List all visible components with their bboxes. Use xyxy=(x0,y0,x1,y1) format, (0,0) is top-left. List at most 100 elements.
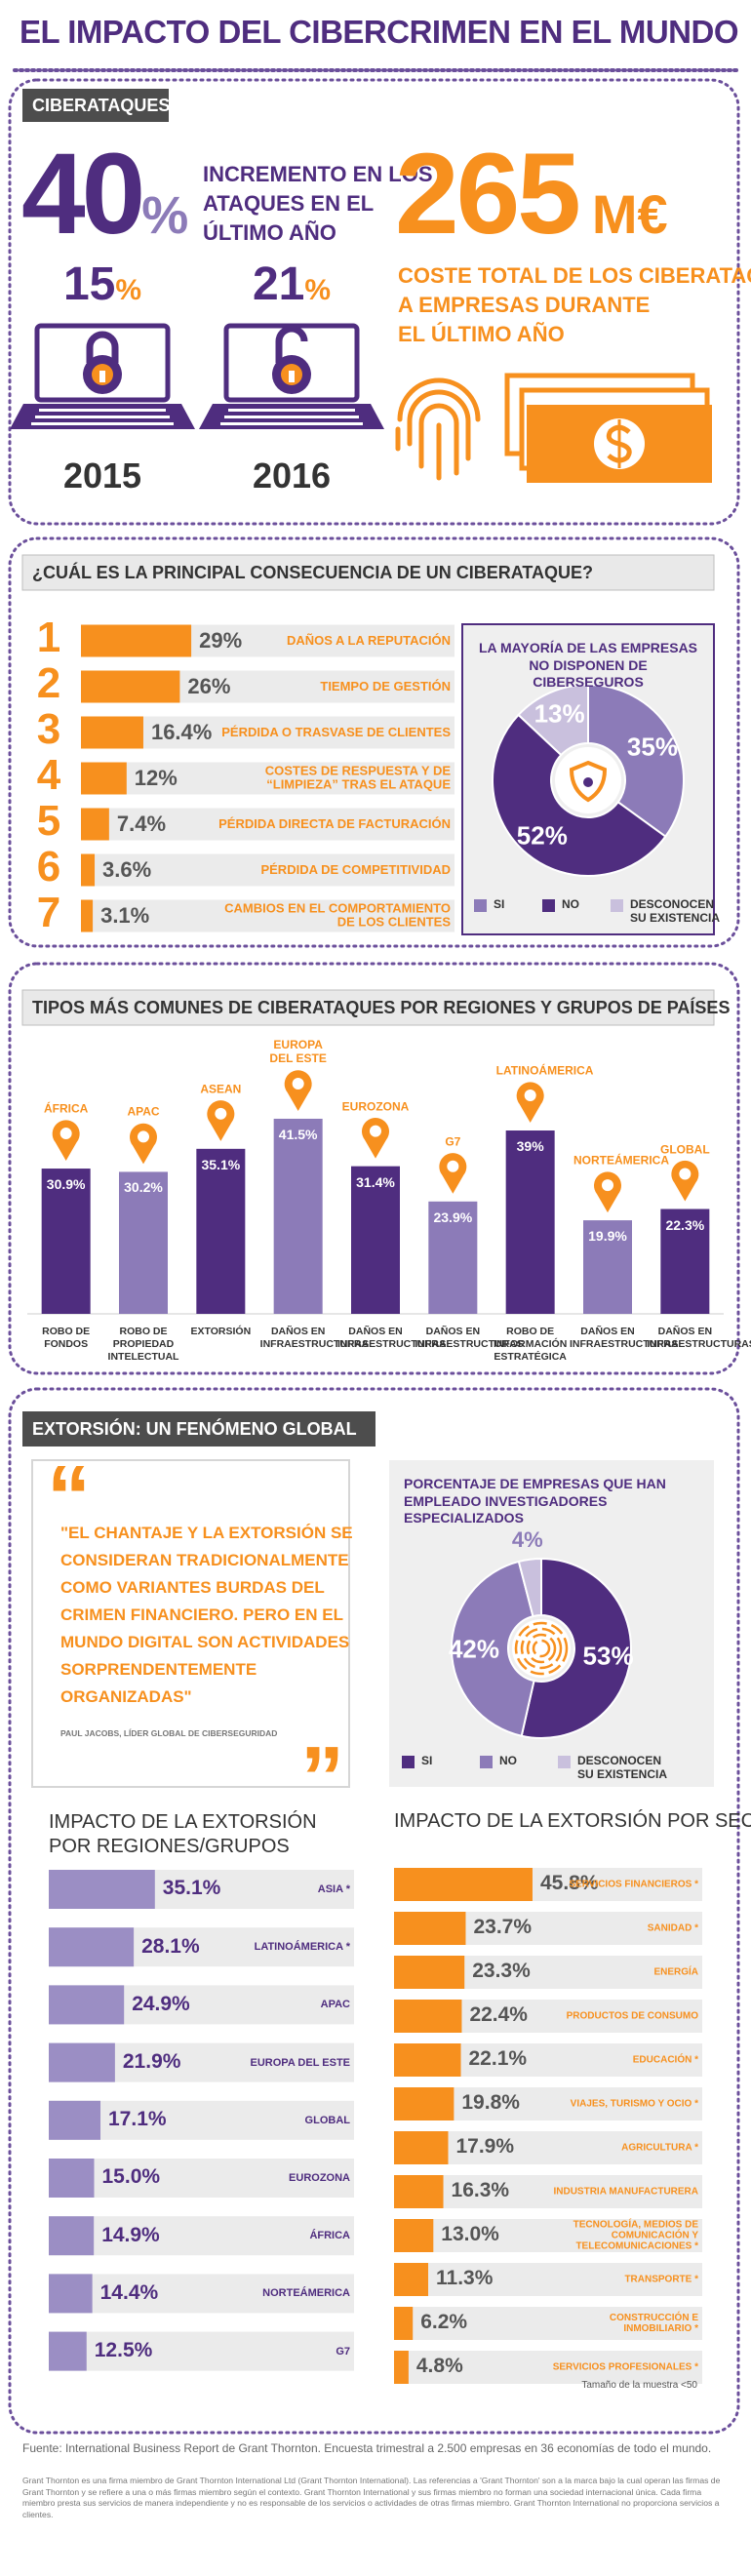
bar xyxy=(49,2331,87,2371)
big-stat: 40% xyxy=(21,137,188,252)
section-frame xyxy=(8,1387,740,2435)
bar xyxy=(394,1868,533,1901)
legend-swatch xyxy=(402,1756,415,1768)
category-label: CAMBIOS EN EL COMPORTAMIENTO DE LOS CLIE… xyxy=(224,900,451,930)
slice-label: 4% xyxy=(511,1526,543,1552)
category-label: INDUSTRIA MANUFACTURERA xyxy=(553,2186,698,2198)
bar xyxy=(119,1171,168,1314)
value-label: 14.4% xyxy=(99,2280,159,2304)
stat-text: COSTE TOTAL DE LOS CIBERATAQUES xyxy=(398,263,751,288)
rank-label: 4 xyxy=(36,751,61,799)
quote-line: CONSIDERAN TRADICIONALMENTE xyxy=(60,1551,349,1569)
quote-mark: ” xyxy=(300,1729,344,1827)
category-label: DAÑOS A LA REPUTACIÓN xyxy=(286,632,451,648)
category-label: PRODUCTOS DE CONSUMO xyxy=(566,2010,698,2022)
pie-slice xyxy=(451,1560,535,1737)
value-label: 19.9% xyxy=(588,1228,627,1245)
category-label: EXTORSIÓN xyxy=(190,1326,252,1337)
bar xyxy=(394,2131,449,2164)
quote-line: MUNDO DIGITAL SON ACTIVIDADES xyxy=(60,1633,350,1651)
location-pin xyxy=(362,1117,389,1159)
region-label: GLOBAL xyxy=(659,1142,710,1157)
quote-line: SORPRENDENTEMENTE xyxy=(60,1660,257,1679)
legend-label: NO xyxy=(562,897,579,911)
bar xyxy=(394,2263,429,2296)
row-background xyxy=(394,2307,702,2340)
shield-lock xyxy=(583,777,593,787)
category-label: ROBO DE INFORMACIÓN ESTRATÉGICA xyxy=(494,1326,568,1364)
legend-label: SI xyxy=(494,897,505,911)
value-label: 13.0% xyxy=(441,2223,499,2246)
stat-text: ATAQUES EN EL xyxy=(203,191,375,216)
value-label: 12% xyxy=(134,765,178,790)
location-pin xyxy=(439,1153,467,1194)
fingerprint-ring xyxy=(526,1633,557,1664)
row-background xyxy=(394,2263,702,2296)
heading-box xyxy=(22,89,169,122)
laptop-icon xyxy=(199,323,384,429)
slice-label: 53% xyxy=(582,1641,634,1671)
category-label: SANIDAD * xyxy=(647,1922,698,1934)
bar xyxy=(49,1927,135,1967)
row-background xyxy=(49,2331,354,2371)
pie-slice xyxy=(587,683,685,839)
slice-label: 52% xyxy=(516,820,568,851)
year-label: 2015 xyxy=(62,456,142,495)
rank-label: 6 xyxy=(36,843,61,891)
pin-hole xyxy=(59,1128,72,1140)
region-label: G7 xyxy=(445,1134,461,1149)
category-label: ROBO DE PROPIEDAD INTELECTUAL xyxy=(107,1326,179,1364)
year-stat: 15% xyxy=(15,261,190,308)
shield-icon xyxy=(569,760,608,803)
bar xyxy=(49,2216,95,2256)
location-pin xyxy=(207,1100,235,1141)
stat-text: EL ÚLTIMO AÑO xyxy=(398,322,565,346)
row-background xyxy=(81,899,455,932)
stat-unit: M€ xyxy=(591,183,668,245)
value-label: 14.9% xyxy=(101,2223,160,2246)
category-label: PÉRDIDA DE COMPETITIVIDAD xyxy=(260,861,451,877)
row-background xyxy=(49,2159,354,2198)
bar xyxy=(351,1166,400,1314)
value-label: 23.9% xyxy=(433,1209,473,1225)
bar xyxy=(81,670,180,703)
location-pin xyxy=(52,1120,80,1162)
value-label: 24.9% xyxy=(132,1992,190,2015)
value-label: 45.8% xyxy=(539,1872,599,1895)
slice-label: 13% xyxy=(534,698,585,729)
bar xyxy=(49,2274,93,2314)
value-label: 41.5% xyxy=(278,1126,318,1142)
category-label: ENERGÍA xyxy=(653,1966,698,1978)
value-label: 29% xyxy=(199,627,243,653)
row-background xyxy=(81,762,455,795)
section-heading: CIBERATAQUES xyxy=(32,96,171,115)
bar xyxy=(394,2087,455,2120)
chart-title: PORCENTAJE DE EMPRESAS QUE HAN EMPLEADO … xyxy=(404,1476,666,1526)
pin-hole xyxy=(215,1107,227,1120)
quote-line: CRIMEN FINANCIERO. PERO EN EL xyxy=(60,1605,343,1624)
pie-slice xyxy=(517,683,589,757)
legend-label: SI xyxy=(421,1754,433,1767)
pin-hole xyxy=(524,1090,536,1102)
stat-text: INCREMENTO EN LOS xyxy=(203,162,433,186)
pie-slice xyxy=(517,1557,542,1618)
category-label: EUROPA DEL ESTE xyxy=(250,2056,350,2069)
value-label: 6.2% xyxy=(420,2311,468,2334)
bar xyxy=(394,2351,409,2384)
stat-text: A EMPRESAS DURANTE xyxy=(398,293,651,317)
value-label: 21.9% xyxy=(122,2050,181,2073)
row-background xyxy=(49,2274,354,2314)
section-heading: ¿CUÁL ES LA PRINCIPAL CONSECUENCIA DE UN… xyxy=(32,563,594,582)
category-label: DAÑOS EN INFRAESTRUCTURAS xyxy=(647,1326,751,1351)
row-background xyxy=(81,853,455,887)
year-value: 21 xyxy=(252,258,305,310)
stat-value: 40 xyxy=(21,130,145,258)
quote-author: PAUL JACOBS, LÍDER GLOBAL DE CIBERSEGURI… xyxy=(60,1728,278,1738)
region-label: ÁFRICA xyxy=(43,1101,89,1116)
section-heading: EXTORSIÓN: UN FENÓMENO GLOBAL xyxy=(32,1419,357,1439)
bar xyxy=(81,853,96,887)
category-label: ROBO DE FONDOS xyxy=(42,1326,91,1351)
location-pin xyxy=(516,1082,544,1124)
